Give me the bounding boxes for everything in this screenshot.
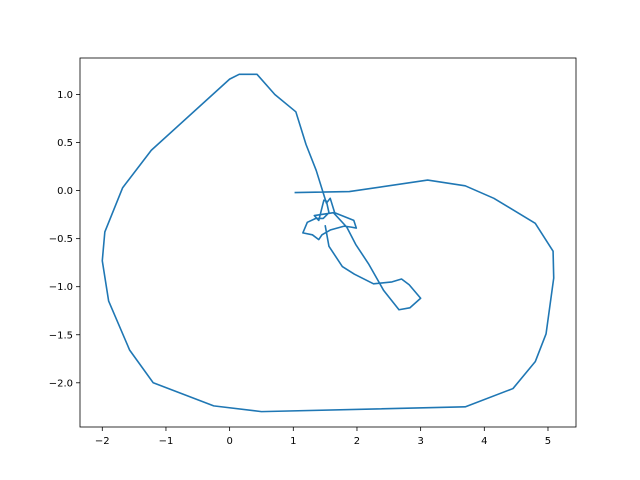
x-tick-label: 2 [354,436,360,447]
y-tick-label: 1.0 [57,90,73,101]
plot-frame [79,57,577,428]
y-tick-label: −1.0 [49,282,73,293]
x-tick-label: 0 [226,436,232,447]
y-tick-label: −2.0 [49,378,73,389]
x-tick-label: −2 [95,436,110,447]
y-tick-label: 0.0 [57,186,73,197]
x-tick-label: −1 [159,436,174,447]
y-axis: −2.0 −1.5 −1.0 −0.5 0.0 0.5 1.0 [49,90,80,389]
series-line-0 [101,73,555,413]
y-tick-label: 0.5 [57,138,73,149]
x-axis: −2 −1 0 1 2 3 4 5 [95,427,551,447]
x-tick-label: 4 [481,436,487,447]
x-tick-label: 1 [290,436,296,447]
x-tick-label: 3 [417,436,423,447]
y-tick-label: −1.5 [49,330,73,341]
y-tick-label: −0.5 [49,234,73,245]
x-tick-label: 5 [545,436,551,447]
